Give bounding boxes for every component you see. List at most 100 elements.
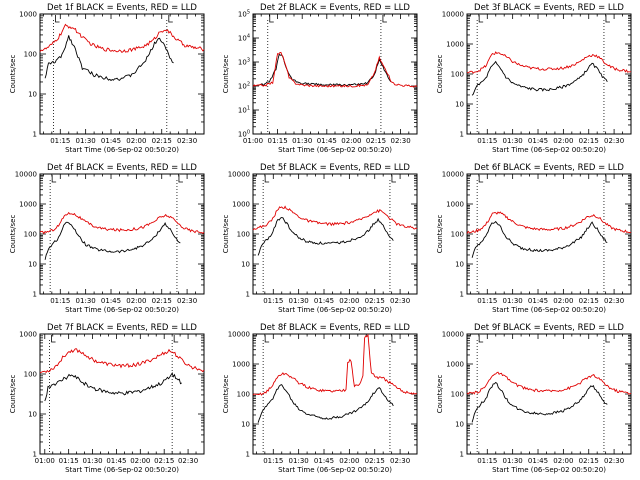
y-tick-label: 100 (237, 391, 250, 399)
time-marker-bracket (178, 175, 183, 183)
x-tick-label: 01:00 (243, 137, 263, 145)
chart-panel-6: Det 6f BLACK = Events, RED = LLD 1 10 100 10… (436, 163, 632, 314)
time-marker-bracket (382, 15, 387, 23)
x-tick-label: 01:45 (101, 297, 121, 305)
plot-frame (466, 333, 632, 455)
y-tick-label: 1000 (19, 331, 37, 339)
x-tick-label: 01:30 (503, 457, 523, 465)
y-tick-label: 100 (451, 391, 464, 399)
time-marker-bracket (269, 15, 274, 23)
y-tick-label: 10 (241, 421, 250, 429)
x-tick-label: 01:15 (263, 297, 283, 305)
chart-title: Det 3f BLACK = Events, RED = LLD (474, 3, 624, 13)
x-tick-label: 01:15 (50, 137, 70, 145)
x-tick-label: 01:45 (101, 137, 121, 145)
x-tick-label: 01:30 (289, 297, 309, 305)
x-tick-label: 01:45 (317, 137, 337, 145)
x-tick-label: 02:30 (391, 137, 411, 145)
x-tick-label: 01:30 (289, 457, 309, 465)
y-axis-label: Counts/sec (222, 55, 230, 94)
x-tick-label: 02:30 (390, 297, 410, 305)
x-tick-label: 02:30 (604, 457, 624, 465)
x-tick-label: 01:30 (292, 137, 312, 145)
y-tick-label: 1000 (232, 361, 250, 369)
y-axis-label: Counts/sec (436, 215, 444, 254)
y-tick-label: 10000 (442, 171, 464, 179)
y-tick-label: 1000 (232, 201, 250, 209)
time-marker-bracket (605, 175, 610, 183)
plot-frame (39, 13, 205, 135)
x-axis-label: Start Time (06-Sep-02 00:50:20) (492, 146, 606, 154)
chart-title: Det 1f BLACK = Events, RED = LLD (47, 3, 197, 13)
y-axis-label: Counts/sec (9, 375, 17, 414)
time-marker-bracket (478, 335, 484, 343)
x-tick-label: 01:15 (477, 457, 497, 465)
x-tick-label: 02:30 (604, 297, 624, 305)
y-tick-label: 100 (451, 231, 464, 239)
y-tick-label: 10000 (15, 171, 37, 179)
time-marker-bracket (264, 175, 270, 183)
series-lld-line (252, 51, 418, 88)
x-tick-label: 01:45 (528, 297, 548, 305)
y-tick-label: 10000 (442, 331, 464, 339)
y-tick-label: 105 (238, 10, 250, 19)
y-tick-label: 10 (28, 411, 37, 419)
x-tick-label: 01:15 (263, 457, 283, 465)
chart-panel-5: Det 5f BLACK = Events, RED = LLD 1 10 100 10… (222, 163, 418, 314)
y-tick-label: 100 (237, 231, 250, 239)
y-tick-label: 103 (238, 58, 250, 67)
time-marker-bracket (391, 175, 396, 183)
x-tick-label: 01:30 (76, 297, 96, 305)
time-marker-bracket (55, 15, 60, 23)
y-tick-label: 1 (460, 451, 464, 459)
x-tick-label: 01:45 (314, 457, 334, 465)
series-lld-line (39, 23, 205, 53)
y-tick-label: 1 (246, 451, 250, 459)
series-events-line (257, 384, 394, 423)
x-tick-label: 02:00 (126, 297, 146, 305)
plot-frame (39, 333, 205, 455)
y-axis-label: Counts/sec (436, 55, 444, 94)
x-tick-label: 01:00 (35, 457, 55, 465)
series-lld-line (466, 211, 632, 234)
chart-panel-9: Det 9f BLACK = Events, RED = LLD 1 10 100 10… (436, 323, 632, 474)
x-axis-label: Start Time (06-Sep-02 00:50:20) (492, 466, 606, 474)
x-tick-label: 02:00 (341, 137, 361, 145)
y-tick-label: 104 (238, 34, 250, 43)
series-events-line (471, 60, 608, 96)
plot-frame (252, 13, 418, 135)
series-events-line (44, 35, 174, 82)
x-tick-label: 01:15 (477, 137, 497, 145)
x-tick-label: 02:00 (130, 457, 150, 465)
y-axis-label: Counts/sec (222, 375, 230, 414)
y-tick-label: 10000 (442, 11, 464, 19)
x-axis-label: Start Time (06-Sep-02 00:50:20) (65, 146, 179, 154)
x-tick-label: 01:45 (314, 297, 334, 305)
y-tick-label: 1 (33, 291, 37, 299)
series-lld-line (466, 51, 632, 74)
y-tick-label: 10 (241, 261, 250, 269)
time-marker-bracket (173, 335, 179, 343)
x-tick-label: 02:15 (365, 457, 385, 465)
chart-panel-4: Det 4f BLACK = Events, RED = LLD 1 10 100 10… (9, 163, 205, 314)
y-tick-label: 1000 (446, 361, 464, 369)
y-tick-label: 1 (460, 131, 464, 139)
chart-panel-1: Det 1f BLACK = Events, RED = LLD 1 10 100 10… (9, 3, 205, 154)
plot-frame (466, 173, 632, 295)
time-marker-bracket (605, 335, 610, 343)
time-marker-bracket (51, 175, 57, 183)
x-axis-label: Start Time (06-Sep-02 00:50:20) (492, 306, 606, 314)
x-tick-label: 02:15 (366, 137, 386, 145)
chart-title: Det 5f BLACK = Events, RED = LLD (260, 163, 410, 173)
y-tick-label: 10 (455, 261, 464, 269)
y-tick-label: 100 (451, 71, 464, 79)
y-tick-label: 102 (238, 82, 250, 91)
y-tick-label: 1 (460, 291, 464, 299)
x-axis-label: Start Time (06-Sep-02 00:50:20) (65, 466, 179, 474)
x-tick-label: 02:15 (152, 137, 172, 145)
y-axis-label: Counts/sec (436, 375, 444, 414)
time-marker-bracket (168, 15, 173, 23)
series-lld-line (39, 348, 205, 374)
chart-panel-8: Det 8f BLACK = Events, RED = LLD 1 10 100 10… (222, 323, 418, 474)
